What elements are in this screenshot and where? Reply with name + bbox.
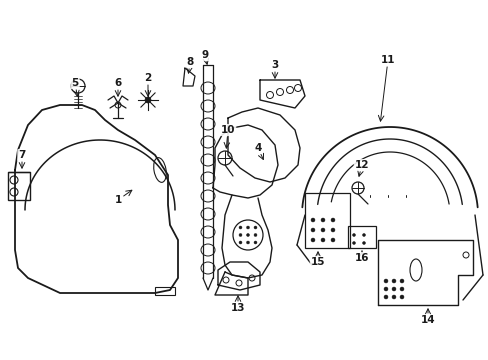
Circle shape — [391, 279, 395, 283]
Circle shape — [352, 242, 355, 244]
Circle shape — [310, 238, 314, 242]
Circle shape — [310, 218, 314, 222]
Text: 16: 16 — [354, 253, 368, 263]
Circle shape — [383, 287, 387, 291]
Text: 15: 15 — [310, 257, 325, 267]
Circle shape — [399, 295, 403, 299]
Circle shape — [391, 295, 395, 299]
Text: 12: 12 — [354, 160, 368, 170]
Circle shape — [246, 234, 249, 237]
Circle shape — [320, 238, 325, 242]
Circle shape — [330, 238, 334, 242]
Circle shape — [383, 279, 387, 283]
Text: 8: 8 — [186, 57, 193, 67]
Circle shape — [246, 226, 249, 229]
Bar — [8, 172, 30, 200]
Text: 2: 2 — [144, 73, 151, 83]
Text: 13: 13 — [230, 303, 245, 313]
Bar — [347, 226, 375, 248]
Text: 4: 4 — [254, 143, 261, 153]
Circle shape — [239, 226, 242, 229]
Circle shape — [330, 218, 334, 222]
Circle shape — [253, 226, 257, 229]
Text: 14: 14 — [420, 315, 434, 325]
Circle shape — [362, 242, 365, 244]
Circle shape — [383, 295, 387, 299]
Text: 1: 1 — [114, 195, 122, 205]
Text: 7: 7 — [18, 150, 26, 160]
Circle shape — [239, 234, 242, 237]
Circle shape — [320, 218, 325, 222]
Circle shape — [352, 234, 355, 237]
Text: 6: 6 — [114, 78, 122, 88]
Circle shape — [246, 241, 249, 244]
Circle shape — [253, 241, 257, 244]
Text: 5: 5 — [71, 78, 79, 88]
Circle shape — [399, 287, 403, 291]
Circle shape — [320, 228, 325, 232]
Circle shape — [330, 228, 334, 232]
Circle shape — [362, 234, 365, 237]
Text: 3: 3 — [271, 60, 278, 70]
Text: 10: 10 — [220, 125, 235, 135]
Text: 9: 9 — [201, 50, 208, 60]
Circle shape — [310, 228, 314, 232]
Circle shape — [399, 279, 403, 283]
Text: 11: 11 — [380, 55, 394, 65]
Circle shape — [145, 97, 151, 103]
Bar — [305, 193, 349, 248]
Circle shape — [253, 234, 257, 237]
Circle shape — [391, 287, 395, 291]
Circle shape — [239, 241, 242, 244]
